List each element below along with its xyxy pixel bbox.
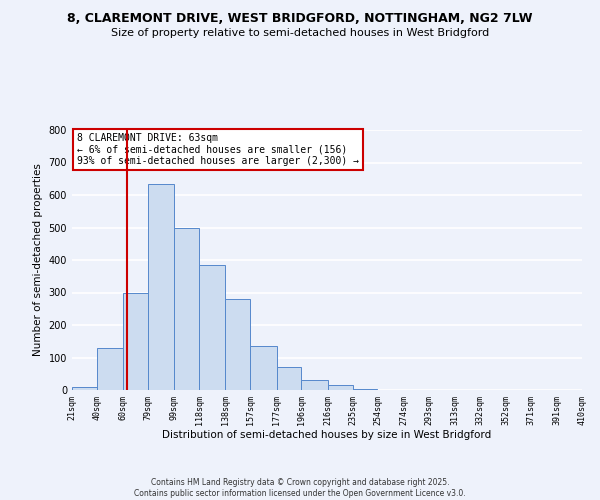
Bar	[72, 387, 97, 390]
Bar	[123, 292, 148, 390]
Bar	[174, 228, 199, 390]
Bar	[353, 389, 377, 390]
Text: 8, CLAREMONT DRIVE, WEST BRIDGFORD, NOTTINGHAM, NG2 7LW: 8, CLAREMONT DRIVE, WEST BRIDGFORD, NOTT…	[67, 12, 533, 26]
Bar	[301, 380, 328, 390]
Text: 8 CLAREMONT DRIVE: 63sqm
← 6% of semi-detached houses are smaller (156)
93% of s: 8 CLAREMONT DRIVE: 63sqm ← 6% of semi-de…	[77, 132, 359, 166]
Y-axis label: Number of semi-detached properties: Number of semi-detached properties	[33, 164, 43, 356]
Text: Contains HM Land Registry data © Crown copyright and database right 2025.
Contai: Contains HM Land Registry data © Crown c…	[134, 478, 466, 498]
X-axis label: Distribution of semi-detached houses by size in West Bridgford: Distribution of semi-detached houses by …	[163, 430, 491, 440]
Bar	[199, 265, 226, 390]
Bar	[250, 346, 277, 390]
Bar	[148, 184, 174, 390]
Bar	[277, 367, 301, 390]
Text: Size of property relative to semi-detached houses in West Bridgford: Size of property relative to semi-detach…	[111, 28, 489, 38]
Bar	[97, 348, 123, 390]
Bar	[328, 385, 353, 390]
Bar	[226, 299, 250, 390]
